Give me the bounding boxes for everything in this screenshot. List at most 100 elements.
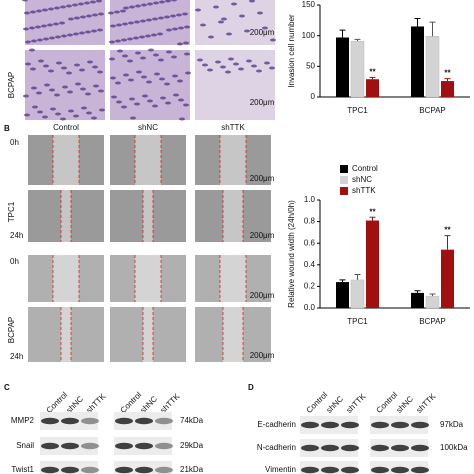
cell <box>55 35 61 39</box>
cell <box>110 76 116 80</box>
y-tick-label: 50 <box>306 61 315 70</box>
legend-label: shNC <box>352 175 372 184</box>
cell <box>85 92 91 96</box>
micrograph <box>195 50 275 120</box>
micrograph <box>195 0 275 45</box>
cell <box>36 91 42 95</box>
cell <box>68 17 74 21</box>
blot-band <box>391 421 409 429</box>
cell <box>115 39 121 43</box>
cell <box>184 25 190 29</box>
cell <box>171 0 177 2</box>
cell <box>153 53 159 57</box>
cell <box>215 60 221 64</box>
annotation: ** <box>369 67 376 76</box>
blot-band <box>115 442 133 450</box>
cell <box>225 70 231 74</box>
cell <box>207 68 213 72</box>
cell <box>129 5 135 9</box>
wound-gap <box>220 255 246 302</box>
scale-bar-label: 200μm <box>250 291 275 300</box>
scale-bar-label: 200μm <box>250 98 275 107</box>
bar <box>336 37 349 97</box>
cell <box>147 2 153 6</box>
size-label: 74kDa <box>180 416 204 425</box>
y-tick-label: 0.2 <box>304 282 316 291</box>
blot-band <box>61 442 79 450</box>
blot-band <box>41 466 59 474</box>
cell <box>31 86 37 90</box>
legend-label: Control <box>352 164 378 173</box>
cell <box>115 81 121 85</box>
cell <box>81 106 87 110</box>
x-tick-label: TPC1 <box>347 106 368 115</box>
cell <box>171 55 177 59</box>
wound-gap <box>220 135 246 185</box>
size-label: 29kDa <box>180 441 204 450</box>
protein-label: Vimentin <box>265 465 296 474</box>
bar <box>350 279 365 309</box>
cell <box>164 15 170 19</box>
cell <box>24 11 30 15</box>
blot-band <box>81 442 99 450</box>
cell <box>72 3 78 7</box>
scale-bar-label: 200μm <box>250 28 275 37</box>
x-tick-label: BCPAP <box>419 106 446 115</box>
cell <box>221 17 227 21</box>
column-header: shNC <box>138 123 158 132</box>
cell <box>49 36 55 40</box>
cell <box>29 48 35 52</box>
cell <box>48 7 54 11</box>
micrograph <box>25 50 105 120</box>
cell <box>141 75 147 79</box>
cell <box>269 66 275 70</box>
cell <box>25 40 31 44</box>
cell <box>54 93 60 97</box>
cell <box>164 82 170 86</box>
error-bar <box>444 235 451 250</box>
cell <box>53 22 59 26</box>
bar <box>366 220 379 308</box>
cell <box>49 88 55 92</box>
cell <box>108 11 114 15</box>
y-tick-label: 0.8 <box>304 217 316 226</box>
cell <box>173 93 179 97</box>
blot-band <box>155 466 173 474</box>
cell <box>60 5 66 9</box>
cell <box>239 14 245 18</box>
cell <box>117 49 123 53</box>
y-axis-label: Invasion cell number <box>287 14 296 88</box>
cell <box>158 58 164 62</box>
x-tick-label: TPC1 <box>347 317 368 326</box>
column-header: Control <box>53 123 79 132</box>
cell <box>170 14 176 18</box>
cell <box>55 112 61 116</box>
wound-gap <box>53 135 79 185</box>
bar <box>350 40 365 98</box>
cell <box>43 37 49 41</box>
cell <box>97 70 103 74</box>
cell <box>109 40 115 44</box>
blot-band <box>135 442 153 450</box>
row-label: BCPAP <box>7 72 16 99</box>
cell <box>37 38 43 42</box>
blot-band <box>371 466 389 474</box>
cell <box>147 99 153 103</box>
y-tick-label: 1.0 <box>304 195 316 204</box>
cell <box>172 27 178 31</box>
cell <box>158 16 164 20</box>
cell <box>98 12 104 16</box>
cell <box>129 97 135 101</box>
cell <box>61 66 67 70</box>
error-bar <box>354 274 361 280</box>
cell <box>37 110 43 114</box>
cell <box>183 103 189 107</box>
blot-band <box>411 444 429 452</box>
y-tick-label: 0.0 <box>304 303 316 312</box>
cell <box>66 4 72 8</box>
cell <box>264 61 270 65</box>
bar <box>411 292 424 308</box>
blot-band <box>155 442 173 450</box>
blot-band <box>115 466 133 474</box>
blot-band <box>301 444 319 452</box>
